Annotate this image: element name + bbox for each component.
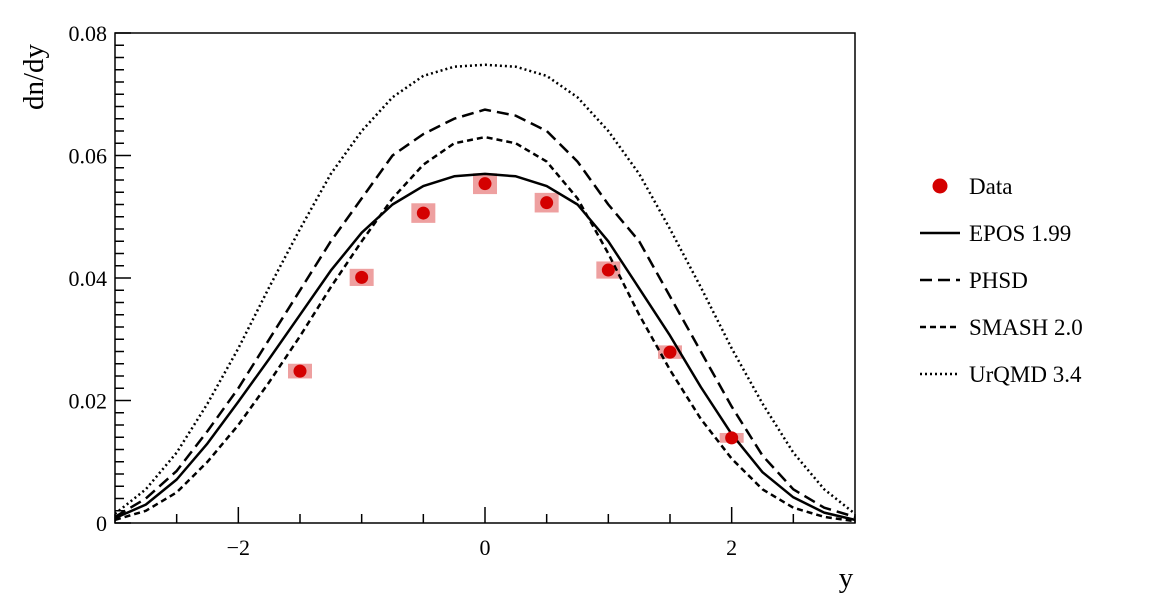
series-line-urqmd-3-4 xyxy=(114,63,856,515)
data-point xyxy=(355,270,369,284)
data-point xyxy=(478,177,492,191)
y-tick-label: 0 xyxy=(96,511,107,536)
y-tick-label: 0.06 xyxy=(69,144,108,169)
y-tick-label: 0.08 xyxy=(69,21,108,46)
y-axis-ticks: 0 0.02 0.04 0.06 0.08 xyxy=(69,21,131,536)
legend-label: PHSD xyxy=(969,268,1028,293)
y-axis-title: dn/dy xyxy=(18,43,50,110)
x-tick-label: −2 xyxy=(227,535,250,560)
y-tick-label: 0.04 xyxy=(69,266,108,291)
series-line-epos-1-99 xyxy=(114,172,856,522)
x-axis-ticks: −2 0 2 xyxy=(114,507,856,560)
legend-label: UrQMD 3.4 xyxy=(969,362,1082,387)
plot-area xyxy=(114,63,856,523)
x-tick-label: 0 xyxy=(480,535,491,560)
x-tick-label: 2 xyxy=(726,535,737,560)
legend-label: EPOS 1.99 xyxy=(969,221,1071,246)
legend: Data EPOS 1.99 PHSD SMASH 2.0 UrQMD 3.4 xyxy=(920,174,1083,387)
series-line-smash-2-0 xyxy=(114,135,856,523)
legend-marker-data xyxy=(932,178,948,194)
legend-label: SMASH 2.0 xyxy=(969,315,1083,340)
series-line-phsd xyxy=(114,108,856,519)
data-point xyxy=(601,263,615,277)
data-point xyxy=(663,345,677,359)
x-axis-title: y xyxy=(839,562,854,594)
data-point xyxy=(293,364,307,378)
legend-label-data: Data xyxy=(969,174,1012,199)
data-point xyxy=(540,196,554,210)
y-tick-label: 0.02 xyxy=(69,389,108,414)
data-point xyxy=(416,206,430,220)
data-point xyxy=(725,431,739,445)
